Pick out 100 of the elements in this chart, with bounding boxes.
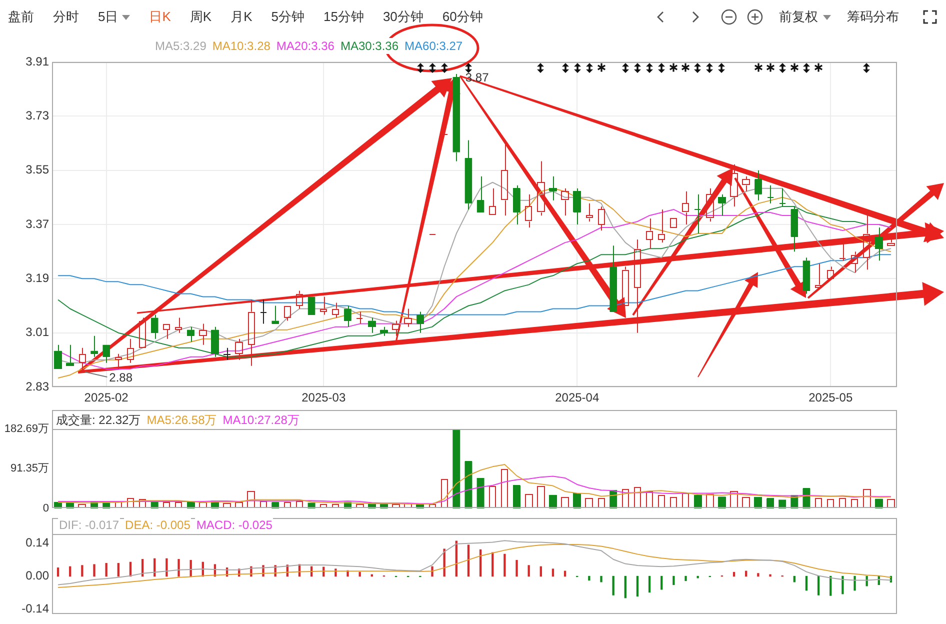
candlestick — [272, 305, 279, 324]
bar — [489, 486, 496, 508]
x-tick-label: 2025-05 — [808, 390, 853, 405]
candlestick — [54, 344, 62, 369]
category-label: 日K — [149, 9, 171, 25]
candlestick — [66, 344, 74, 366]
candlestick — [694, 194, 701, 234]
bar — [598, 498, 605, 508]
bar — [600, 576, 602, 582]
bar — [887, 499, 895, 508]
bar — [332, 504, 339, 508]
candlestick — [416, 311, 424, 334]
y-tick-label: 0 — [42, 502, 49, 514]
category-label: 5分钟 — [271, 9, 304, 25]
candlestick — [863, 212, 870, 270]
text: 成交量: 22.32万 — [55, 412, 142, 428]
candlestick — [537, 160, 545, 216]
text: MA10:3.28 — [211, 38, 272, 54]
bar — [696, 576, 699, 578]
bar — [467, 544, 470, 577]
bar — [660, 576, 663, 590]
bar — [672, 576, 675, 586]
candlestick — [79, 347, 86, 372]
bar — [636, 576, 639, 597]
bar — [528, 565, 530, 577]
candlestick — [827, 266, 834, 279]
bar — [805, 576, 808, 591]
bar — [358, 572, 361, 577]
candlestick — [525, 194, 532, 228]
bar — [769, 574, 772, 577]
bar — [839, 498, 846, 508]
candlestick — [489, 188, 496, 215]
candlestick — [211, 326, 219, 358]
bar — [443, 548, 446, 577]
candlestick — [404, 308, 412, 328]
candlestick — [248, 299, 255, 366]
bar — [684, 576, 687, 582]
y-tick-label: 182.69万 — [4, 423, 49, 436]
candlestick — [127, 338, 134, 364]
candlestick — [501, 140, 508, 216]
bar — [670, 497, 677, 508]
category-label: 15分钟 — [323, 9, 364, 25]
category-label: 月K — [230, 9, 252, 25]
candlestick — [682, 190, 689, 225]
candlestick — [670, 218, 677, 228]
x-tick-label: 2025-03 — [302, 390, 346, 405]
candlestick — [851, 251, 858, 274]
candlestick — [199, 323, 207, 346]
bar — [658, 495, 665, 508]
candlestick — [296, 290, 303, 310]
category-label: 分时 — [53, 9, 79, 25]
bar — [504, 554, 506, 577]
bar — [622, 489, 629, 508]
bar — [612, 576, 614, 596]
bar — [817, 576, 820, 596]
candlestick — [260, 299, 267, 324]
bar — [730, 491, 738, 508]
bar — [757, 573, 760, 577]
candlestick — [875, 227, 883, 262]
text: MA30:3.36 — [339, 38, 400, 54]
candlestick — [102, 344, 110, 364]
y-tick-label: 3.19 — [26, 270, 50, 285]
bar — [742, 497, 750, 508]
candlestick — [622, 266, 629, 306]
candlestick — [634, 239, 641, 334]
bar — [561, 497, 569, 508]
category-label: 30分钟 — [382, 9, 424, 25]
bar — [552, 568, 554, 577]
text: 前复权 — [779, 9, 818, 25]
bar — [866, 576, 868, 586]
candlestick — [646, 218, 653, 250]
bar — [516, 560, 518, 577]
bar — [166, 558, 168, 577]
bar — [706, 494, 714, 508]
bar — [588, 576, 590, 581]
bar — [139, 499, 146, 508]
candlestick — [549, 176, 557, 201]
candlestick — [706, 188, 714, 222]
text: 筹码分布 — [847, 9, 899, 25]
bar — [260, 501, 267, 508]
x-tick-label: 2025-02 — [84, 390, 129, 405]
bar — [56, 567, 60, 577]
y-tick-label: 91.35万 — [10, 462, 49, 475]
bar — [81, 565, 84, 577]
category-label: 周K — [190, 9, 212, 25]
candlestick — [175, 317, 182, 334]
bar — [525, 494, 533, 508]
candlestick — [767, 184, 774, 204]
y-tick-label: -0.14 — [22, 601, 50, 616]
category-label: 盘前 — [8, 9, 34, 25]
bar — [851, 499, 858, 508]
candlestick — [815, 263, 822, 288]
text: MA10:27.28万 — [222, 412, 300, 428]
candlestick — [610, 245, 617, 312]
y-tick-label: 3.37 — [26, 216, 50, 231]
candlestick — [368, 317, 376, 334]
y-tick-label: 3.91 — [26, 54, 50, 68]
candlestick — [476, 176, 484, 212]
text: MA20:3.36 — [275, 38, 336, 54]
text: MACD: -0.025 — [195, 517, 274, 533]
